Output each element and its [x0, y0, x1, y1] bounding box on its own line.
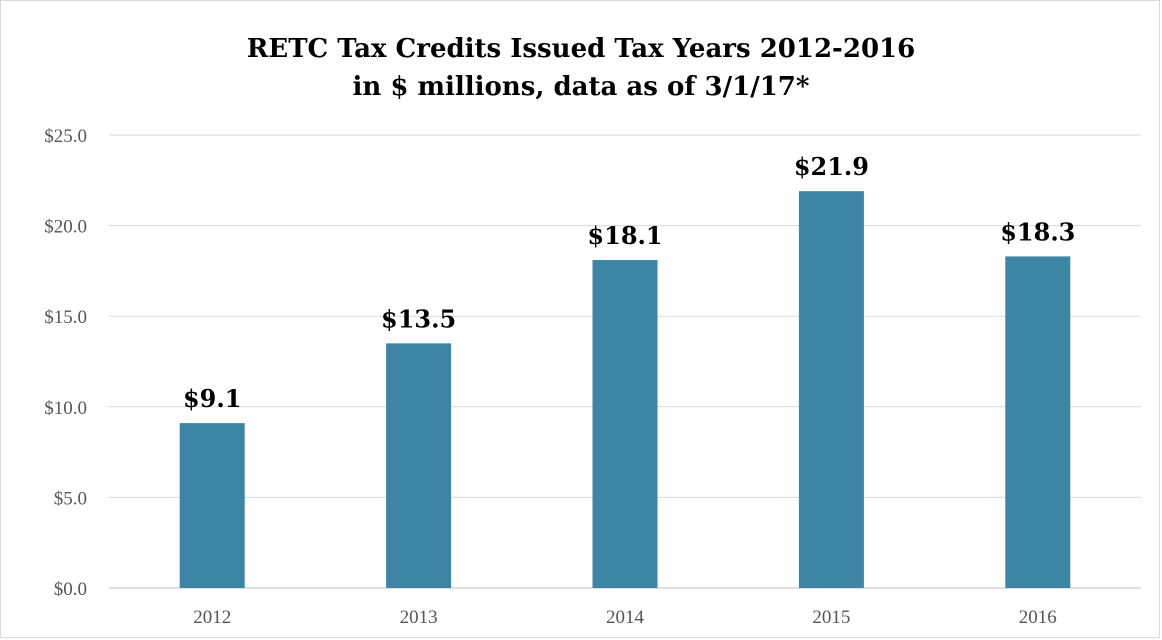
y-tick-label: $25.0 — [44, 126, 87, 147]
y-axis-ticks: $0.0 $5.0 $10.0 $15.0 $20.0 $25.0 — [44, 126, 87, 600]
bar-2015 — [798, 191, 864, 588]
x-tick-label-2015: 2015 — [812, 607, 850, 628]
data-label-2012: $9.1 — [183, 384, 241, 413]
bars — [179, 191, 1071, 588]
bar-2014 — [592, 260, 658, 588]
x-tick-label-2012: 2012 — [193, 607, 231, 628]
data-label-2013: $13.5 — [381, 304, 456, 333]
data-label-2015: $21.9 — [794, 152, 869, 181]
y-tick-label: $15.0 — [44, 307, 87, 328]
y-tick-label: $10.0 — [44, 398, 87, 419]
x-tick-label-2013: 2013 — [400, 607, 438, 628]
y-tick-label: $20.0 — [44, 217, 87, 238]
chart-title: RETC Tax Credits Issued Tax Years 2012-2… — [247, 34, 915, 64]
y-tick-label: $5.0 — [54, 488, 87, 509]
bar-2013 — [386, 343, 452, 588]
x-tick-label-2014: 2014 — [606, 607, 645, 628]
value-labels: $9.1 $13.5 $18.1 $21.9 $18.3 — [183, 152, 1075, 413]
data-label-2016: $18.3 — [1000, 217, 1075, 246]
bar-2016 — [1005, 256, 1071, 588]
y-tick-label: $0.0 — [54, 579, 87, 600]
data-label-2014: $18.1 — [587, 221, 662, 250]
chart-subtitle: in $ millions, data as of 3/1/17* — [353, 72, 810, 102]
x-axis-categories: 2012 2013 2014 2015 2016 — [193, 607, 1057, 628]
bar-2012 — [179, 423, 245, 588]
x-tick-label-2016: 2016 — [1019, 607, 1057, 628]
